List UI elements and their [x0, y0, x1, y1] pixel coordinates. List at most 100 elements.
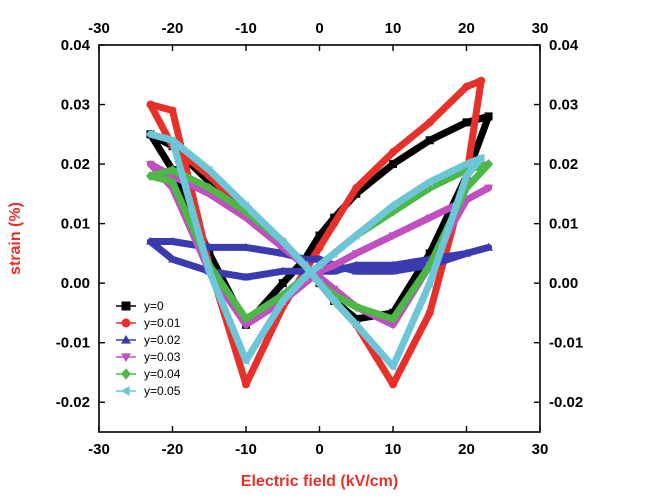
data-point	[241, 201, 250, 211]
data-point	[425, 260, 435, 271]
data-point	[300, 260, 308, 270]
legend-marker	[121, 368, 131, 380]
legend-item: y=0.01	[116, 316, 181, 330]
data-point	[241, 242, 251, 251]
data-point	[241, 356, 250, 365]
data-point	[462, 165, 471, 176]
legend-marker	[121, 334, 131, 344]
series-2	[146, 236, 493, 281]
data-point	[329, 262, 339, 270]
data-point	[476, 153, 485, 163]
y-tick-label-left: 0.01	[61, 216, 90, 233]
data-point	[204, 165, 213, 175]
y-axis-title: strain (%)	[7, 202, 24, 275]
data-point	[242, 380, 250, 389]
data-point	[146, 170, 155, 181]
y-tick-label-left: 0.00	[61, 275, 90, 292]
y-tick-label-right: -0.02	[549, 394, 583, 411]
data-point	[389, 160, 397, 169]
legend-label: y=0.04	[144, 367, 181, 381]
data-point	[145, 129, 154, 139]
data-point	[314, 260, 323, 270]
y-tick-label-right: 0.00	[549, 275, 578, 292]
y-tick-label-right: 0.04	[549, 37, 579, 54]
data-point	[351, 320, 360, 330]
data-point	[241, 272, 251, 281]
data-point	[168, 106, 177, 115]
data-point	[204, 242, 214, 251]
data-point	[425, 214, 435, 223]
data-point	[484, 242, 493, 251]
legend: y=0 y=0.01 y=0.02 y=0.03 y=0.04 y=0.05	[116, 299, 181, 398]
series-layer	[145, 76, 493, 389]
data-point	[300, 272, 308, 282]
y-tick-label-left: 0.03	[61, 97, 90, 114]
legend-marker	[121, 353, 131, 363]
data-point	[278, 237, 286, 246]
data-point	[314, 278, 323, 288]
data-point	[461, 171, 470, 181]
x-tick-label-top: 0	[315, 20, 323, 37]
y-tick-label-right: 0.03	[549, 97, 578, 114]
legend-marker	[121, 301, 131, 311]
data-point	[351, 266, 361, 275]
x-tick-label-top: -10	[235, 20, 257, 37]
legend-label: y=0.02	[144, 333, 181, 347]
data-point	[278, 279, 287, 288]
data-point	[352, 183, 361, 192]
legend-item: y=0.03	[116, 350, 181, 364]
data-point	[330, 219, 339, 228]
data-point	[241, 313, 251, 324]
data-point	[388, 206, 398, 217]
x-tick-label-top: -30	[88, 20, 110, 37]
data-point	[351, 250, 361, 258]
data-point	[329, 285, 339, 294]
data-point	[388, 201, 397, 211]
data-point	[477, 76, 486, 85]
y-tick-label-left: -0.01	[56, 335, 90, 352]
data-point	[389, 148, 397, 157]
x-tick-label-top: 30	[532, 20, 549, 37]
data-point	[168, 254, 177, 263]
data-point	[388, 260, 398, 269]
data-point	[329, 296, 338, 306]
data-point	[425, 182, 435, 193]
data-point	[315, 243, 324, 252]
x-tick-label-top: 10	[385, 20, 402, 37]
data-point	[389, 380, 397, 389]
y-tick-label-left: 0.04	[61, 37, 91, 54]
data-point	[146, 236, 155, 245]
data-point	[425, 118, 434, 127]
y-tick-label-right: 0.01	[549, 216, 578, 233]
data-point	[484, 112, 493, 121]
y-tick-label-left: -0.02	[56, 394, 90, 411]
data-point	[329, 266, 339, 275]
x-tick-label-bottom: -30	[88, 441, 110, 458]
y-tick-label-left: 0.02	[61, 156, 90, 173]
data-point	[278, 248, 288, 257]
data-point	[168, 236, 177, 245]
data-point	[204, 266, 213, 276]
data-point	[204, 182, 214, 193]
legend-label: y=0.05	[144, 384, 181, 398]
legend-marker	[120, 386, 130, 396]
data-point	[425, 177, 433, 187]
data-point	[167, 135, 176, 145]
x-tick-label-bottom: -10	[235, 441, 257, 458]
legend-item: y=0	[116, 299, 164, 313]
data-point	[168, 165, 177, 176]
data-point	[461, 159, 470, 169]
series-5	[145, 129, 485, 371]
ticks-layer: -30 -30 -20 -20 -10 -10 0 0 10 10 20 20 30 30 -0.02 -0.…	[56, 20, 583, 458]
data-point	[329, 248, 338, 258]
x-tick-label-top: 20	[458, 20, 475, 37]
data-point	[241, 321, 251, 330]
data-point	[388, 313, 398, 324]
y-tick-label-right: -0.01	[549, 335, 583, 352]
data-point	[462, 82, 471, 91]
data-point	[388, 362, 397, 371]
legend-label: y=0	[144, 299, 164, 313]
data-point	[388, 321, 398, 330]
data-point	[425, 308, 434, 317]
